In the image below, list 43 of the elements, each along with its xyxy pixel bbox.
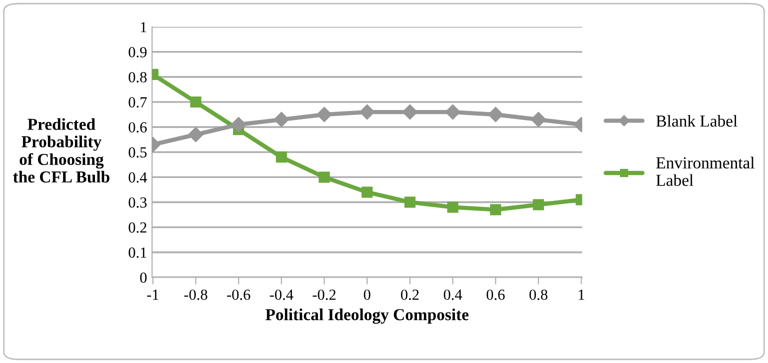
y-tick-label: 0 — [140, 272, 147, 283]
point — [190, 96, 202, 108]
x-tick-label: -0.6 — [227, 290, 250, 300]
y-tick-label: 0.2 — [128, 222, 146, 233]
legend-label: Blank Label — [656, 114, 738, 127]
y-tick-label: 0.9 — [128, 47, 147, 58]
y-tick-label: 0.5 — [128, 147, 147, 158]
x-tick-label: -0.2 — [312, 290, 336, 300]
point — [445, 104, 460, 120]
y-axis-title: Predicted Probability of Choosing the CFL Bulb — [13, 118, 110, 183]
x-tick-label: 1 — [578, 290, 584, 300]
point — [360, 104, 375, 120]
x-tick-label: 0.2 — [400, 290, 419, 300]
x-tick-label: 0.4 — [444, 290, 462, 300]
point — [402, 104, 418, 120]
y-tick-label: 0.4 — [128, 172, 147, 183]
point — [488, 106, 504, 122]
legend-label: Environmental Label — [656, 156, 754, 186]
y-tick-label: 0.6 — [128, 122, 147, 133]
y-tick-label: 0.1 — [128, 247, 146, 258]
x-tick-label: 0.8 — [529, 290, 548, 300]
y-tick-label: 1 — [140, 22, 146, 32]
point — [231, 116, 246, 132]
point — [362, 186, 373, 198]
point — [274, 112, 289, 128]
y-tick-label: 0.7 — [128, 97, 147, 108]
point — [404, 196, 416, 208]
y-tick-label: 0.3 — [128, 197, 147, 208]
point — [530, 112, 546, 128]
x-tick-label: -1 — [147, 290, 158, 300]
y-tick-label: 0.8 — [128, 72, 147, 82]
x-tick-label: -0.4 — [270, 290, 294, 300]
x-tick-label: 0.6 — [486, 290, 505, 300]
x-axis-title: Political Ideology Composite — [266, 308, 469, 324]
x-tick-label: -0.8 — [184, 290, 208, 300]
point — [532, 199, 544, 210]
point — [188, 126, 204, 142]
point — [490, 204, 502, 216]
point — [276, 152, 287, 163]
x-tick-label: 0 — [364, 290, 370, 300]
point — [318, 172, 330, 183]
point — [447, 202, 458, 213]
point — [316, 106, 332, 122]
